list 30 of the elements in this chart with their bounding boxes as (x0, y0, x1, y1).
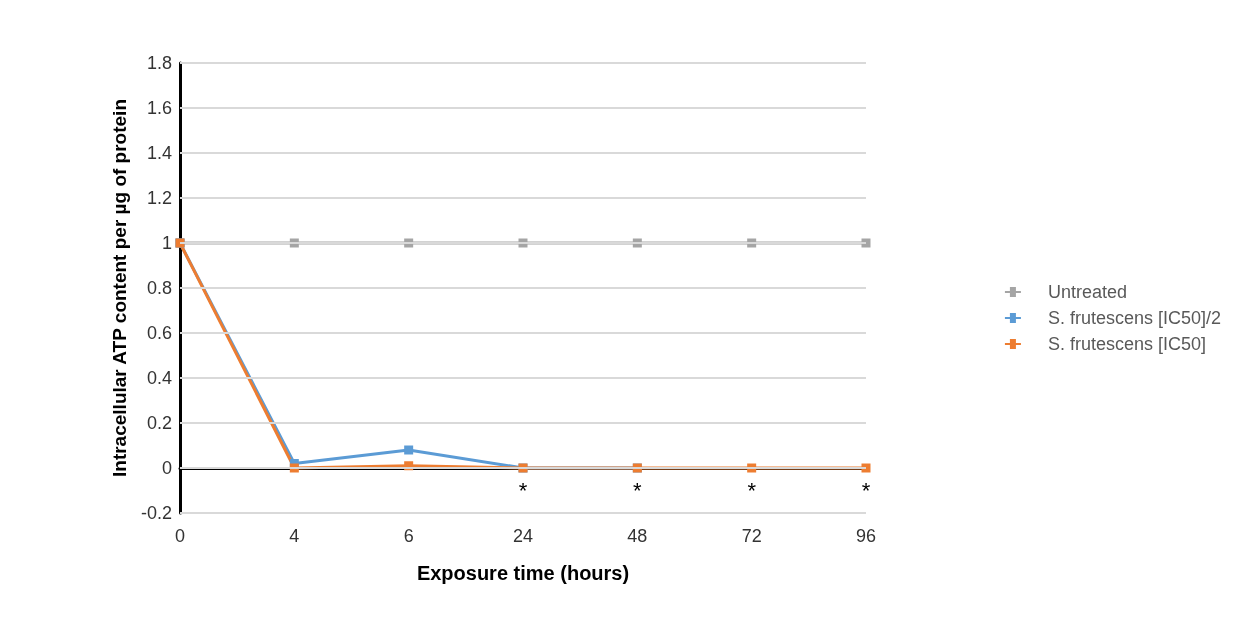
point (861, 238, 871, 248)
y-tick-label: 1 (161, 233, 172, 253)
point (404, 445, 414, 455)
x-tick-label: 48 (627, 526, 648, 546)
point (861, 463, 871, 473)
annotation: * (861, 478, 871, 503)
y-tick-label: 0.2 (146, 413, 172, 433)
y-tick-label: 0 (161, 458, 172, 478)
legend-label: Untreated (1047, 282, 1127, 302)
y-tick-label: 0.6 (146, 323, 172, 343)
y-tick-label: 0.4 (146, 368, 172, 388)
y-tick-label: 1.2 (146, 188, 172, 208)
y-tick-label: 1.6 (146, 98, 172, 118)
x-tick-label: 0 (174, 526, 186, 546)
y-tick-label: 0.8 (146, 278, 172, 298)
x-axis-title: Exposure time (hours) (416, 562, 630, 584)
y-tick-label: 1.8 (146, 53, 172, 73)
legend-label: S. frutescens [IC50]/2 (1047, 308, 1222, 328)
y-tick-label: -0.2 (140, 503, 172, 523)
annotation: * (518, 478, 528, 503)
y-tick-label: 1.4 (146, 143, 172, 163)
annotation: * (633, 478, 643, 503)
legend-label: S. frutescens [IC50] (1047, 334, 1206, 354)
x-tick-label: 96 (855, 526, 877, 546)
x-tick-label: 72 (741, 526, 762, 546)
x-tick-label: 6 (403, 526, 414, 546)
x-tick-label: 4 (289, 526, 300, 546)
annotation: * (747, 478, 757, 503)
x-tick-label: 24 (512, 526, 534, 546)
y-axis-title: Intracellular ATP content per µg of protein (108, 99, 130, 477)
